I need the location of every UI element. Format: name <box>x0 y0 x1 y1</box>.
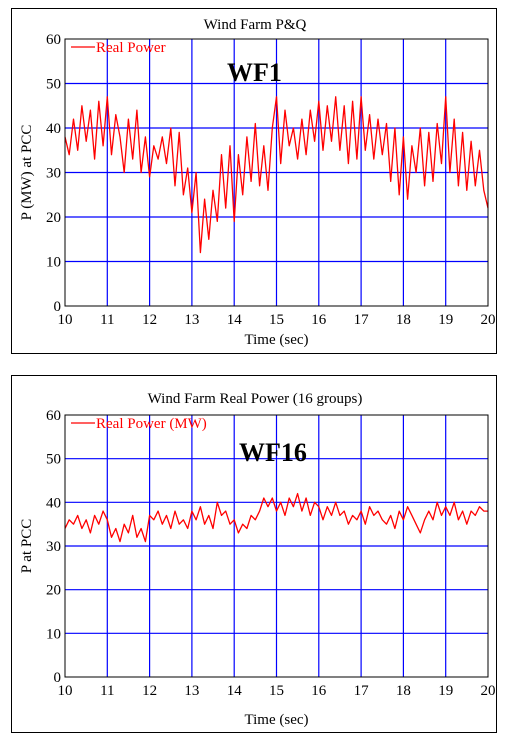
y-tick-label: 60 <box>46 32 61 48</box>
y-tick-label: 60 <box>46 408 61 424</box>
y-axis-label: P (MW) at PCC <box>19 125 35 221</box>
y-tick-label: 20 <box>46 583 61 599</box>
x-axis-label: Time (sec) <box>244 712 308 728</box>
chart-wf16: 10 11 12 13 14 15 16 17 18 19 200102030405060Wind … <box>19 391 496 728</box>
chart-panel-wf16: 10 11 12 13 14 15 16 17 18 19 20 0 10 20 30 40 50 60 Wind … <box>11 375 497 733</box>
y-axis-label: P at PCC <box>19 519 35 573</box>
chart-panel-wf1: 10 11 12 13 14 15 16 17 18 19 20 0 10 20 30 40 50 60 Wind … <box>11 8 497 354</box>
y-tick-label: 0 <box>54 299 62 315</box>
x-tick-label: 19 <box>438 683 453 699</box>
x-tick-label: 18 <box>396 312 411 328</box>
x-tick-label: 13 <box>184 683 199 699</box>
wind-farm-annotation: WF16 <box>239 438 307 467</box>
x-tick-label: 14 <box>227 683 243 699</box>
series-line-real-power <box>64 492 488 543</box>
plot-frame <box>64 38 489 307</box>
x-tick-label: 16 <box>311 312 327 328</box>
x-tick-label: 19 <box>438 312 453 328</box>
x-tick-label: 16 <box>311 683 327 699</box>
y-tick-label: 10 <box>46 626 61 642</box>
y-tick-label: 20 <box>46 210 61 226</box>
x-tick-label: 18 <box>396 683 411 699</box>
series-line-real-power <box>64 96 489 254</box>
x-tick-label: 12 <box>142 683 157 699</box>
y-tick-label: 10 <box>46 255 61 271</box>
y-tick-label: 40 <box>46 121 61 137</box>
x-tick-label: 20 <box>481 312 496 328</box>
legend-label: Real Power (MW) <box>96 416 207 432</box>
x-tick-label: 17 <box>354 312 370 328</box>
wind-farm-annotation: WF1 <box>227 58 282 87</box>
y-tick-label: 50 <box>46 77 61 93</box>
x-axis-label: Time (sec) <box>244 332 308 348</box>
x-tick-label: 10 <box>58 683 73 699</box>
chart-title: Wind Farm Real Power (16 groups) <box>148 391 363 407</box>
legend-label: Real Power <box>96 40 166 56</box>
y-tick-label: 30 <box>46 539 61 555</box>
x-tick-label: 14 <box>227 312 243 328</box>
x-tick-label: 12 <box>142 312 157 328</box>
chart-wf1: 10 11 12 13 14 15 16 17 18 19 200102030405060Wind … <box>19 17 496 348</box>
x-tick-label: 15 <box>269 683 284 699</box>
x-tick-label: 13 <box>184 312 199 328</box>
y-tick-label: 0 <box>54 670 62 686</box>
x-tick-label: 11 <box>100 312 114 328</box>
x-tick-label: 15 <box>269 312 284 328</box>
x-tick-label: 11 <box>100 683 114 699</box>
plot-frame <box>64 414 489 678</box>
x-tick-label: 20 <box>481 683 496 699</box>
y-tick-label: 30 <box>46 166 61 182</box>
y-tick-label: 40 <box>46 495 61 511</box>
chart-title: Wind Farm P&Q <box>204 17 307 33</box>
x-tick-label: 10 <box>58 312 73 328</box>
x-tick-label: 17 <box>354 683 370 699</box>
y-tick-label: 50 <box>46 452 61 468</box>
